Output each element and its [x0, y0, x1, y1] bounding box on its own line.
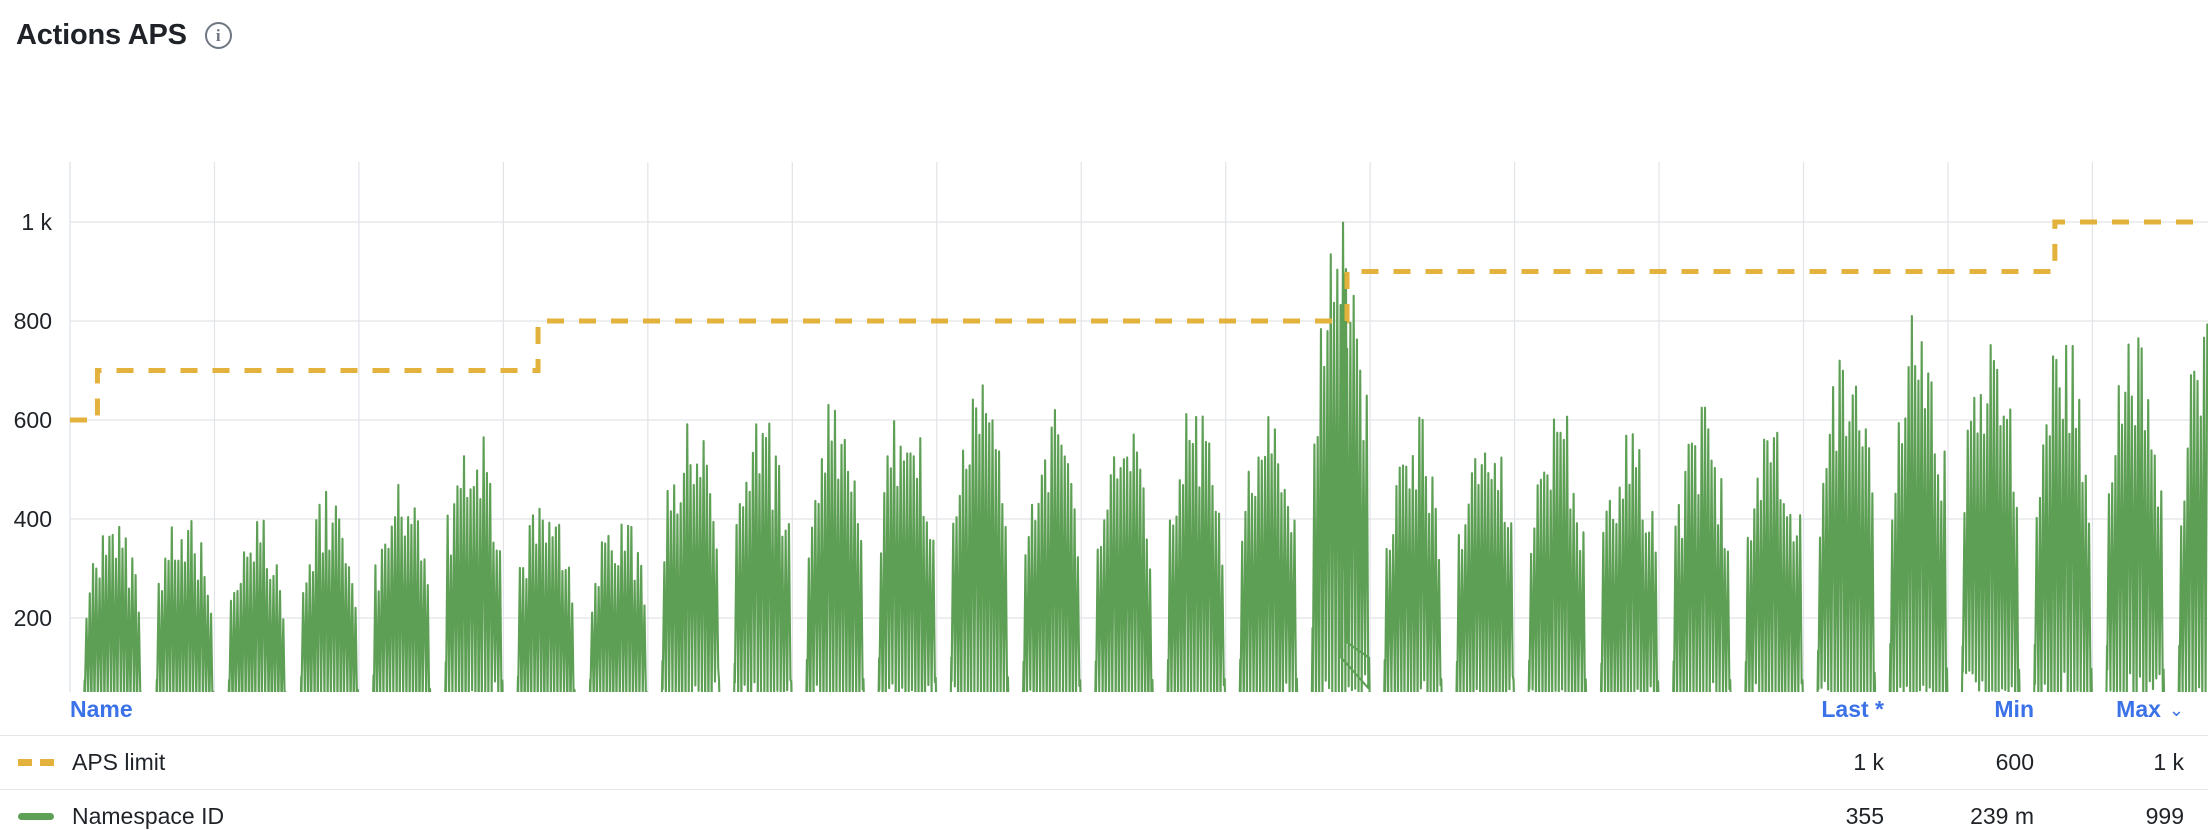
svg-text:1 k: 1 k [21, 209, 52, 235]
legend-header-row: Name Last * Min Max ⌄ [0, 692, 2208, 736]
legend-row[interactable]: Namespace ID 355 239 m 999 [0, 789, 2208, 830]
legend-value-min: 600 [1995, 749, 2034, 775]
legend-body: APS limit 1 k 600 1 k Namespace ID 355 239 m 99… [0, 735, 2208, 830]
chart-plot-area: 02004006008001 k 09/0109/0309/0509/0709/… [0, 72, 2208, 692]
legend-series-cell[interactable]: Namespace ID [0, 790, 1748, 830]
column-header-max-label: Max [2116, 696, 2161, 722]
column-header-last[interactable]: Last * [1821, 696, 1884, 722]
legend-value-last: 355 [1845, 803, 1884, 829]
svg-text:800: 800 [14, 308, 52, 334]
legend-series-label: Namespace ID [72, 803, 225, 829]
column-header-name[interactable]: Name [70, 696, 133, 722]
page-title: Actions APS [16, 19, 187, 51]
legend-value-min: 239 m [1970, 803, 2034, 829]
legend-table: Name Last * Min Max ⌄ APS limit 1 k 600 1 k N… [0, 692, 2208, 830]
legend-swatch-dashed-icon [18, 759, 54, 766]
chart-gridlines [69, 162, 2208, 692]
column-header-max[interactable]: Max ⌄ [2048, 692, 2208, 736]
legend-value-last: 1 k [1853, 749, 1884, 775]
actions-aps-chart: 02004006008001 k 09/0109/0309/0509/0709/… [14, 162, 2208, 692]
legend-value-max: 1 k [2153, 749, 2184, 775]
panel-header: Actions APS i [0, 0, 2208, 72]
series-line-namespace-id [83, 221, 2208, 692]
svg-text:600: 600 [14, 407, 52, 433]
column-header-min[interactable]: Min [1994, 696, 2034, 722]
legend-series-label: APS limit [72, 749, 166, 775]
legend-value-max: 999 [2145, 803, 2184, 829]
chevron-down-icon: ⌄ [2168, 700, 2184, 720]
legend-series-cell[interactable]: APS limit [0, 736, 1748, 790]
legend-table-wrapper: Name Last * Min Max ⌄ APS limit 1 k 600 1 k N… [0, 692, 2208, 830]
legend-row[interactable]: APS limit 1 k 600 1 k [0, 735, 2208, 790]
svg-text:400: 400 [14, 506, 52, 532]
series-line-aps-limit [70, 219, 2208, 423]
info-icon[interactable]: i [204, 22, 232, 49]
y-axis-ticks: 02004006008001 k [14, 209, 53, 631]
legend-swatch-solid-icon [18, 813, 54, 820]
chart-series [70, 219, 2208, 692]
svg-text:200: 200 [14, 605, 52, 631]
